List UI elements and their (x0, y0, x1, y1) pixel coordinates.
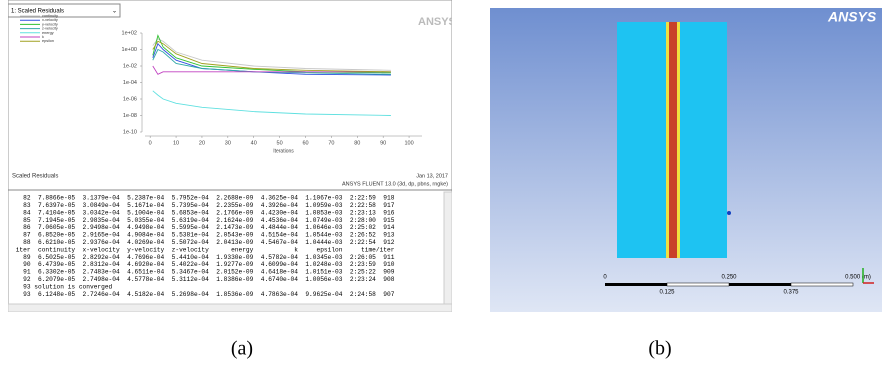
x-axis-label: Iterations (273, 148, 294, 154)
console-line: 87 6.8520e-05 2.9165e-04 4.9084e-04 5.53… (12, 232, 395, 239)
x-tick-label: 100 (404, 140, 413, 146)
logo: ANSYS (418, 16, 456, 28)
x-tick-label: 50 (277, 140, 283, 146)
y-tick-label: 1e-04 (123, 80, 137, 86)
y-tick-label: 1e-10 (123, 129, 137, 135)
panel-b: ANSYS 0 0.250 0.500 (m) 0.125 0.375 (490, 8, 882, 312)
scale-label: 0.375 (783, 290, 799, 296)
console-line: iter continuity x-velocity y-velocity z-… (12, 246, 395, 253)
scale-label: 0.250 (721, 275, 737, 281)
plot-title: Scaled Residuals (12, 174, 58, 180)
console-line: 82 7.8866e-05 3.1379e-04 5.2387e-04 5.79… (12, 195, 395, 202)
console-line: 92 6.2079e-05 2.7498e-04 4.5778e-04 5.31… (12, 276, 395, 283)
console: 82 7.8866e-05 3.1379e-04 5.2387e-04 5.79… (12, 195, 395, 298)
console-line: 93 solution is converged (12, 283, 113, 290)
logo: ANSYS (827, 9, 877, 25)
console-line: 89 6.5025e-05 2.8292e-04 4.7696e-04 5.44… (12, 254, 395, 261)
x-tick-label: 60 (302, 140, 308, 146)
x-tick-label: 0 (149, 140, 152, 146)
version: ANSYS FLUENT 13.0 (3d, dp, pbns, rngke) (342, 181, 448, 187)
stripe (666, 22, 669, 258)
scale-bar (605, 283, 853, 286)
x-tick-label: 90 (380, 140, 386, 146)
y-tick-label: 1e+00 (122, 47, 137, 53)
console-line: 86 7.0605e-05 2.9498e-04 4.9498e-04 5.59… (12, 224, 395, 231)
x-tick-label: 80 (354, 140, 360, 146)
y-tick-label: 1e-06 (123, 96, 137, 102)
scale-label: 0.500 (m) (845, 275, 871, 281)
figure: 1: Scaled Residuals ⌄ ANSYS Scaled Resid… (0, 0, 882, 367)
point (727, 211, 731, 215)
caption: (a) (231, 338, 253, 360)
panel-a: 1: Scaled Residuals ⌄ ANSYS Scaled Resid… (8, 0, 456, 312)
scrollbar[interactable] (444, 192, 452, 304)
stripe (669, 22, 677, 258)
x-tick-label: 40 (251, 140, 257, 146)
console-line: 91 6.3302e-05 2.7483e-04 4.6511e-04 5.34… (12, 269, 395, 276)
console-line: 88 6.6210e-05 2.9376e-04 4.0269e-04 5.50… (12, 239, 395, 246)
console-line: 84 7.4104e-05 3.0342e-04 5.1004e-04 5.68… (12, 209, 395, 216)
scrollbar-h[interactable] (8, 304, 452, 312)
legend-label: epsilon (42, 39, 54, 43)
y-tick-label: 1e-08 (123, 113, 137, 119)
x-tick-label: 10 (173, 140, 179, 146)
scale-label: 0.125 (659, 290, 675, 296)
console-line: 93 6.1248e-05 2.7246e-04 4.5182e-04 5.26… (12, 291, 395, 298)
console-line: 90 6.4739e-05 2.8312e-04 4.6920e-04 5.40… (12, 261, 395, 268)
console-line: 85 7.1945e-05 2.9835e-04 5.0355e-04 5.63… (12, 217, 395, 224)
stripe (677, 22, 680, 258)
console-line: 83 7.6397e-05 3.0849e-04 5.1671e-04 5.73… (12, 202, 395, 209)
dropdown-arrow: ⌄ (112, 9, 117, 15)
caption: (b) (648, 338, 671, 360)
date: Jan 13, 2017 (416, 173, 448, 179)
x-tick-label: 20 (199, 140, 205, 146)
x-tick-label: 70 (328, 140, 334, 146)
y-tick-label: 1e+02 (122, 30, 137, 36)
x-tick-label: 30 (225, 140, 231, 146)
y-tick-label: 1e-02 (123, 63, 137, 69)
